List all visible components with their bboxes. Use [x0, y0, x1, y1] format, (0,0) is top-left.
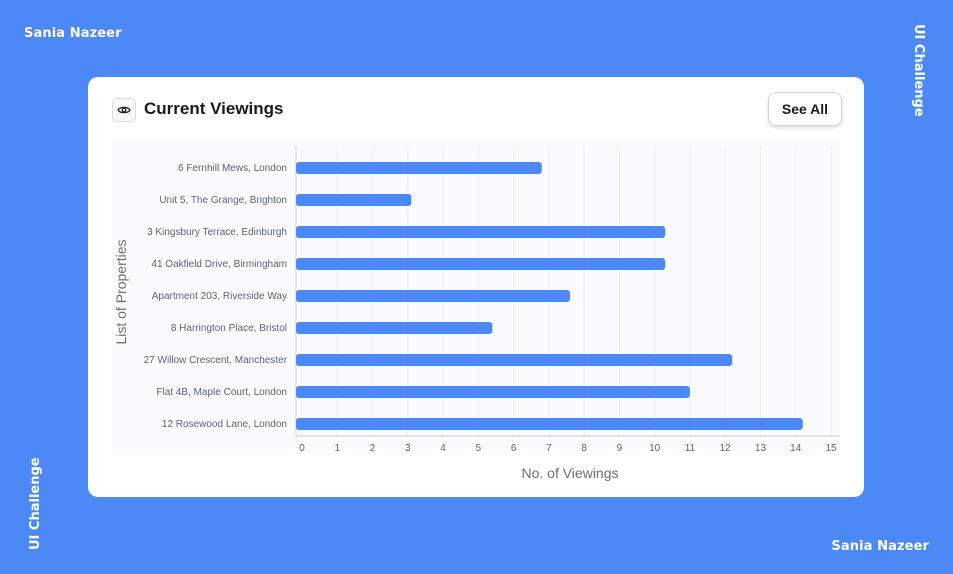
x-tick-label: 7	[546, 443, 552, 454]
y-axis-label: List of Properties	[113, 239, 129, 344]
bar	[296, 322, 493, 334]
y-tick-label: Unit 5, The Grange, Brighton	[159, 195, 287, 206]
y-tick-label: Flat 4B, Maple Court, London	[156, 387, 287, 398]
y-tick-label: 8 Harrington Place, Bristol	[171, 323, 287, 334]
y-tick-label: 41 Oakfield Drive, Birmingham	[151, 259, 287, 270]
x-tick-label: 12	[720, 443, 732, 454]
x-tick-label: 2	[370, 443, 376, 454]
eye-icon	[112, 98, 136, 122]
x-axis-label: No. of Viewings	[521, 465, 618, 481]
viewings-card: Current Viewings See All 6 Fernhill Mews…	[88, 77, 864, 497]
y-tick-label: Apartment 203, Riverside Way	[152, 291, 287, 302]
x-tick-label: 6	[511, 443, 517, 454]
x-tick-label: 13	[755, 443, 767, 454]
bar	[296, 354, 733, 366]
x-tick-label: 9	[617, 443, 623, 454]
see-all-button[interactable]: See All	[768, 92, 842, 126]
bar	[296, 194, 412, 206]
x-tick-label: 15	[825, 443, 837, 454]
brand-name-bottom: Sania Nazeer	[831, 539, 929, 554]
brand-name-top: Sania Nazeer	[24, 26, 122, 41]
challenge-tag-right: UI Challenge	[911, 24, 926, 117]
x-tick-label: 3	[405, 443, 411, 454]
y-tick-label: 27 Willow Crescent, Manchester	[144, 355, 288, 366]
viewings-chart: 6 Fernhill Mews, London Unit 5, The Grang…	[112, 139, 840, 481]
bar	[296, 290, 571, 302]
bar	[296, 386, 690, 398]
y-tick-label: 3 Kingsbury Terrace, Edinburgh	[147, 227, 287, 238]
bar	[296, 226, 666, 238]
x-tick-label: 8	[581, 443, 587, 454]
x-tick-label: 4	[440, 443, 446, 454]
bar	[296, 418, 803, 430]
x-tick-label: 0	[299, 443, 305, 454]
x-tick-label: 1	[334, 443, 340, 454]
bar	[296, 258, 666, 270]
x-tick-label: 14	[790, 443, 802, 454]
x-tick-label: 10	[649, 443, 661, 454]
card-title: Current Viewings	[144, 99, 284, 118]
y-tick-label: 12 Rosewood Lane, London	[162, 419, 287, 430]
challenge-tag-left: UI Challenge	[28, 457, 43, 550]
x-tick-label: 11	[685, 443, 696, 454]
y-tick-label: 6 Fernhill Mews, London	[178, 163, 287, 174]
x-tick-label: 5	[476, 443, 482, 454]
bar	[296, 162, 542, 174]
